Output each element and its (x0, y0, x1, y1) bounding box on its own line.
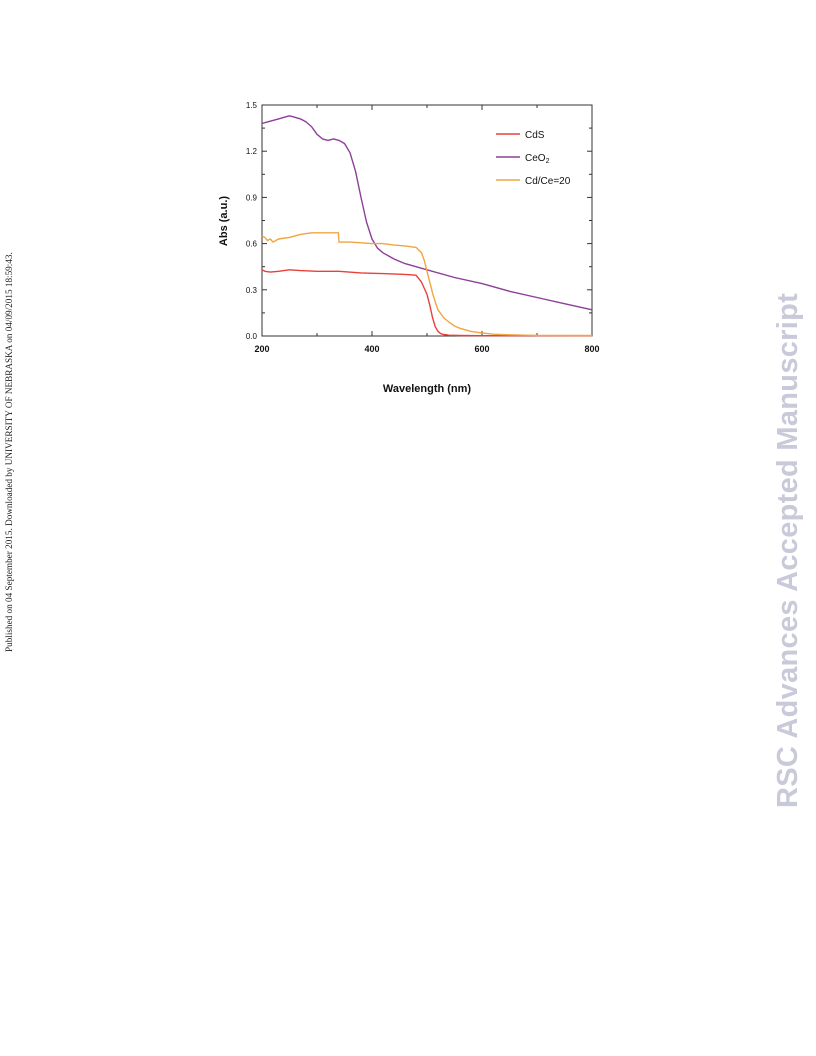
legend-label-cds: CdS (525, 130, 545, 141)
y-axis-label: Abs (a.u.) (218, 196, 230, 246)
series-line-cds (261, 269, 592, 337)
x-axis-label: Wavelength (nm) (383, 383, 472, 395)
x-tick-label: 600 (474, 344, 489, 354)
y-tick-label: 1.5 (246, 101, 258, 110)
legend-label-cd-ce-20: Cd/Ce=20 (525, 176, 571, 187)
chart-legend: CdS CeO2 Cd/Ce=20 (496, 130, 571, 187)
y-tick-label: 0.0 (246, 332, 258, 341)
y-tick-label: 0.9 (246, 193, 258, 202)
x-tick-label: 200 (254, 344, 269, 354)
series-lines (261, 115, 593, 337)
x-tick-label: 400 (364, 344, 379, 354)
legend-label-ceo2: CeO2 (525, 153, 550, 165)
y-tick-label: 0.3 (246, 286, 258, 295)
publication-note: Published on 04 September 2015. Download… (4, 252, 14, 652)
series-line-cd-ce-20 (261, 232, 593, 337)
absorbance-chart-figure: 200 400 600 800 0.0 0.3 0.6 0.9 1.2 1.5 CdS CeO2 Cd… (200, 90, 610, 405)
axis-ticks: 200 400 600 800 0.0 0.3 0.6 0.9 1.2 1.5 (246, 101, 600, 354)
y-tick-label: 0.6 (246, 240, 258, 249)
series-line-ceo2 (261, 115, 593, 311)
x-tick-label: 800 (584, 344, 599, 354)
y-tick-label: 1.2 (246, 147, 258, 156)
accepted-manuscript-watermark: RSC Advances Accepted Manuscript (772, 292, 804, 808)
